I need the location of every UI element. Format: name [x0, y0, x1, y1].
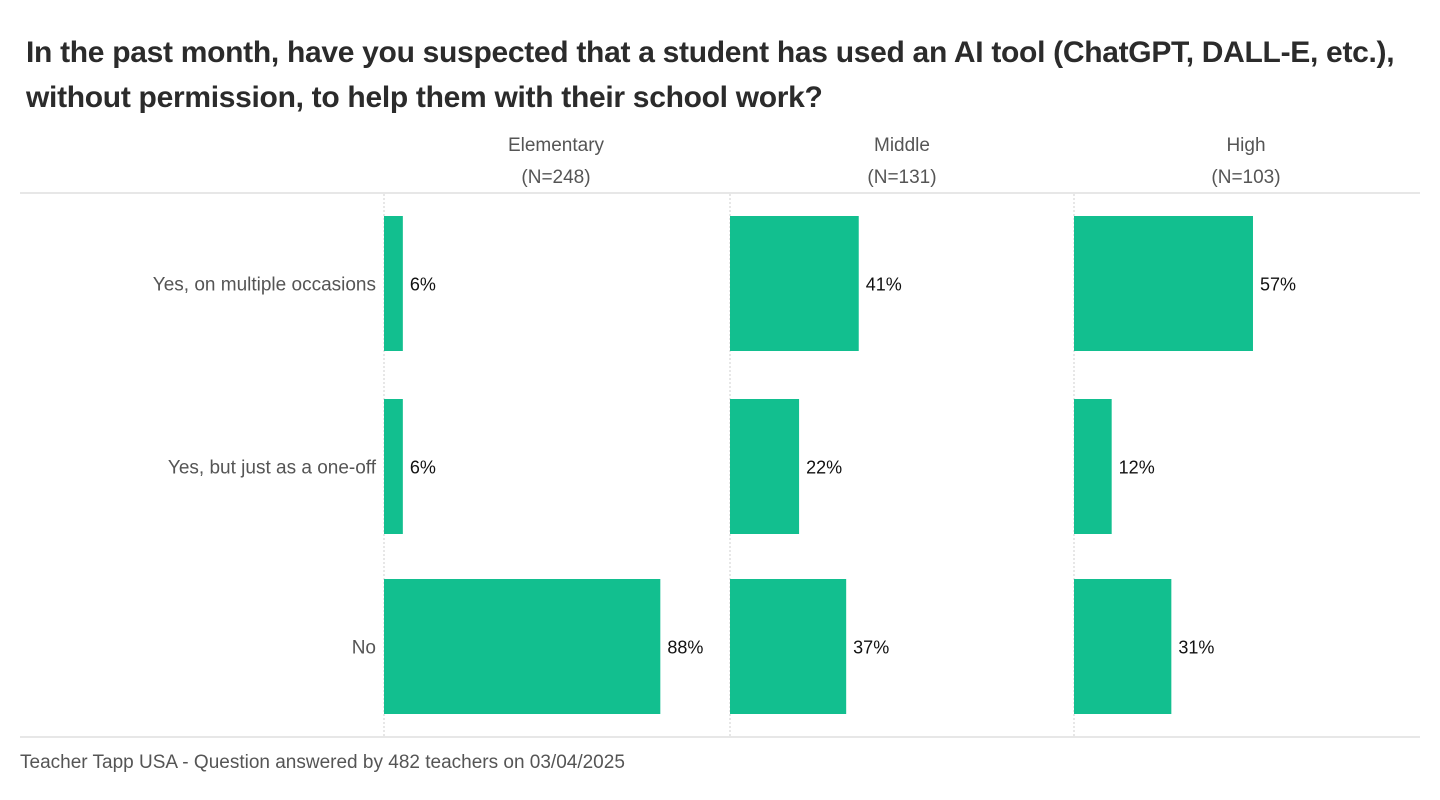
bar-high-no: [1074, 579, 1172, 714]
value-label-high-yes-on-multiple-occasions: 57%: [1260, 275, 1296, 295]
panel-n-high: (N=103): [1211, 167, 1280, 188]
value-label-elementary-yes-but-just-as-a-one-off: 6%: [410, 458, 436, 478]
value-label-middle-no: 37%: [853, 638, 889, 658]
value-label-middle-yes-but-just-as-a-one-off: 22%: [806, 458, 842, 478]
bar-elementary-yes-on-multiple-occasions: [384, 216, 403, 351]
bar-high-yes-on-multiple-occasions: [1074, 216, 1253, 351]
value-label-elementary-no: 88%: [667, 638, 703, 658]
bar-middle-yes-on-multiple-occasions: [730, 216, 859, 351]
panel-n-elementary: (N=248): [521, 167, 590, 188]
panel-title-middle: Middle: [874, 135, 930, 156]
value-label-high-no: 31%: [1178, 638, 1214, 658]
source-footer: Teacher Tapp USA - Question answered by …: [20, 752, 625, 773]
category-label-yes-on-multiple-occasions: Yes, on multiple occasions: [153, 275, 376, 296]
category-label-no: No: [352, 638, 376, 659]
value-label-elementary-yes-on-multiple-occasions: 6%: [410, 275, 436, 295]
panel-title-elementary: Elementary: [508, 135, 605, 156]
panel-n-middle: (N=131): [867, 167, 936, 188]
value-label-high-yes-but-just-as-a-one-off: 12%: [1119, 458, 1155, 478]
panel-title-high: High: [1226, 135, 1265, 156]
bar-high-yes-but-just-as-a-one-off: [1074, 399, 1112, 534]
chart-title: In the past month, have you suspected th…: [26, 36, 1395, 114]
bar-middle-no: [730, 579, 847, 714]
bar-middle-yes-but-just-as-a-one-off: [730, 399, 800, 534]
category-label-yes-but-just-as-a-one-off: Yes, but just as a one-off: [168, 458, 377, 479]
bar-elementary-yes-but-just-as-a-one-off: [384, 399, 403, 534]
bar-elementary-no: [384, 579, 661, 714]
value-label-middle-yes-on-multiple-occasions: 41%: [866, 275, 902, 295]
plot-area: Yes, on multiple occasions Yes, but just …: [153, 135, 1296, 737]
